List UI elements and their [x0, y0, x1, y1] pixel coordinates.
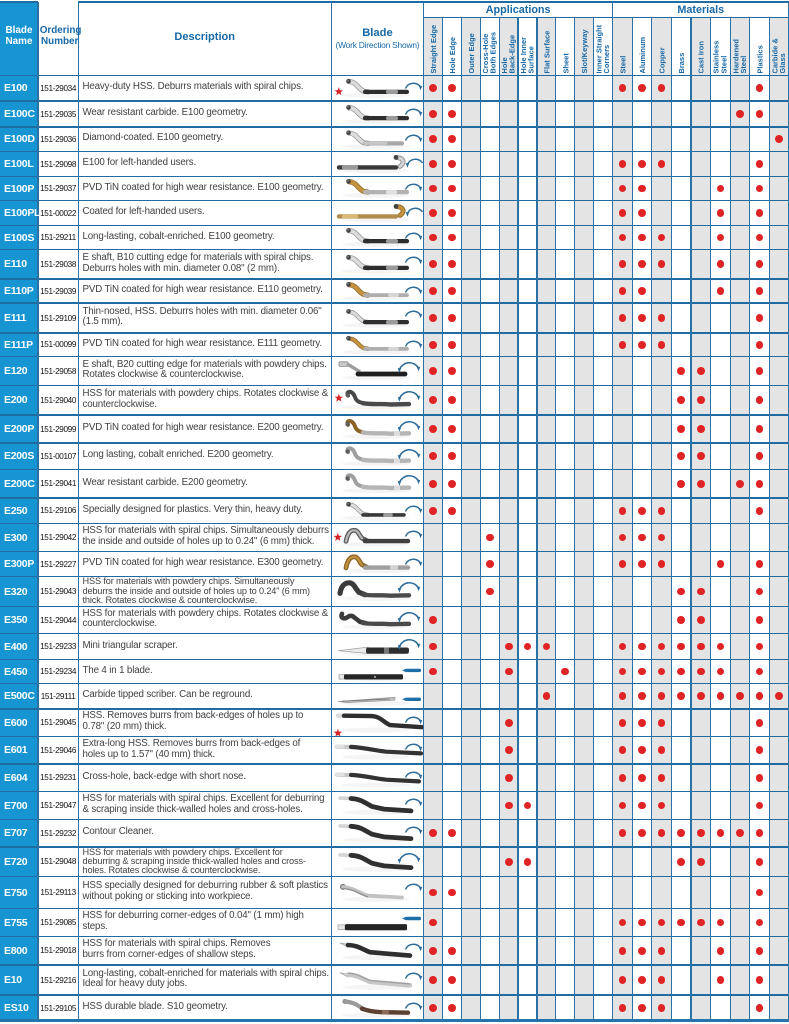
- svg-text:Brass: Brass: [677, 53, 686, 73]
- svg-text:Hardened: Hardened: [731, 39, 740, 73]
- svg-text:Steel: Steel: [719, 56, 728, 73]
- svg-text:Hole Edge: Hole Edge: [448, 37, 457, 73]
- svg-text:Inner Straight: Inner Straight: [595, 24, 604, 73]
- svg-text:Cast Iron: Cast Iron: [697, 41, 706, 73]
- svg-text:Flat Surface: Flat Surface: [542, 31, 551, 73]
- svg-text:Sheet: Sheet: [561, 53, 570, 73]
- svg-text:Stainless: Stainless: [712, 41, 721, 73]
- svg-text:Straight Edge: Straight Edge: [429, 25, 438, 73]
- svg-text:Steel: Steel: [739, 56, 748, 73]
- svg-text:Hole Inner: Hole Inner: [519, 37, 528, 73]
- svg-text:Aluminum: Aluminum: [638, 37, 647, 73]
- svg-text:Plastics: Plastics: [756, 45, 765, 73]
- svg-text:Carbide &: Carbide &: [771, 38, 780, 73]
- svg-text:Cross-Hole: Cross-Hole: [481, 34, 490, 73]
- svg-text:Surface: Surface: [527, 46, 536, 73]
- svg-text:Both Edges: Both Edges: [489, 32, 498, 73]
- svg-text:Slot/Keyway: Slot/Keyway: [580, 29, 589, 73]
- svg-text:Copper: Copper: [658, 47, 667, 73]
- svg-text:Hole: Hole: [500, 57, 509, 73]
- svg-text:Steel: Steel: [618, 56, 627, 73]
- svg-text:Corners: Corners: [602, 45, 611, 73]
- svg-text:Outer Edge: Outer Edge: [467, 33, 476, 73]
- svg-text:Glass: Glass: [778, 53, 787, 73]
- svg-text:Back-Edge: Back-Edge: [508, 35, 517, 73]
